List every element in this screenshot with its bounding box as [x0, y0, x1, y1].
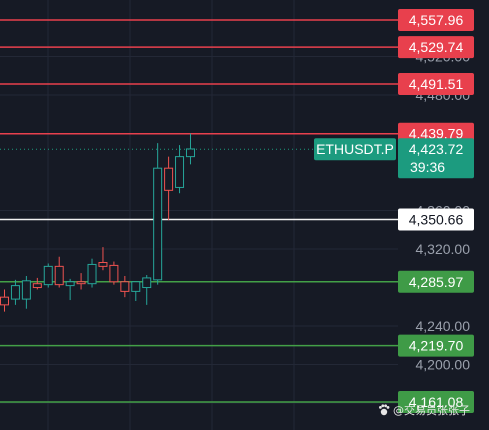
- price-level-tag: [398, 36, 474, 59]
- candle[interactable]: [120, 275, 130, 298]
- candle[interactable]: [153, 143, 163, 285]
- watermark-text: @交易员张张子: [393, 403, 470, 417]
- price-level-label: 4,350.66: [409, 212, 464, 228]
- candle[interactable]: [65, 278, 75, 301]
- candle-body: [54, 265, 64, 286]
- candle-body: [142, 277, 152, 289]
- candle[interactable]: [21, 275, 31, 309]
- candle-body: [43, 265, 53, 286]
- candle-body: [120, 281, 130, 292]
- countdown-label: 39:36: [410, 159, 445, 175]
- current-price: ETHUSDT.P 4,423.72 39:36: [0, 138, 474, 179]
- candle-body: [0, 296, 9, 306]
- symbol-tag: [314, 138, 396, 161]
- candle-body: [10, 285, 20, 300]
- price-level-label: 4,491.51: [409, 76, 464, 92]
- candle[interactable]: [131, 281, 141, 302]
- y-axis-tick-label: 4,240.00: [416, 318, 471, 334]
- price-level-label: 4,557.96: [409, 12, 464, 28]
- candle[interactable]: [10, 279, 20, 305]
- candle-body: [153, 167, 163, 281]
- candle[interactable]: [142, 275, 152, 305]
- price-level-label: 4,529.74: [409, 39, 464, 55]
- candle-body: [32, 283, 42, 289]
- price-level-tag: [398, 334, 474, 357]
- candle[interactable]: [0, 289, 9, 312]
- grid-lines: [0, 0, 398, 430]
- candle[interactable]: [32, 277, 42, 290]
- candle-body: [185, 148, 195, 158]
- price-level-label: 4,439.79: [409, 126, 464, 142]
- candle[interactable]: [54, 256, 64, 288]
- candle[interactable]: [109, 261, 119, 285]
- candle-body: [109, 264, 119, 283]
- candle-body: [87, 263, 97, 285]
- price-level-label: 4,285.97: [409, 274, 464, 290]
- candle[interactable]: [98, 247, 108, 271]
- current-price-label: 4,423.72: [409, 141, 464, 157]
- candle-body: [131, 281, 141, 292]
- candles[interactable]: [0, 133, 195, 312]
- candle-body: [21, 280, 31, 300]
- candle-body: [175, 156, 185, 188]
- candle[interactable]: [175, 145, 185, 194]
- candle[interactable]: [87, 258, 97, 288]
- price-level-label: 4,219.70: [409, 338, 464, 354]
- candle-body: [164, 167, 174, 191]
- price-level-tag: [398, 9, 474, 31]
- candle[interactable]: [76, 273, 86, 290]
- candle[interactable]: [185, 133, 195, 165]
- paw-icon: [379, 404, 390, 416]
- candle[interactable]: [43, 263, 53, 288]
- y-axis-tick-label: 4,200.00: [416, 357, 471, 373]
- current-price-tag: [398, 138, 474, 179]
- watermark: @交易员张张子: [379, 403, 470, 417]
- candle[interactable]: [164, 156, 174, 221]
- symbol-label: ETHUSDT.P: [316, 141, 394, 157]
- y-axis-tick-label: 4,320.00: [416, 241, 471, 257]
- candle-body: [65, 281, 75, 287]
- price-level-tag: [398, 391, 474, 413]
- price-level-tag: [398, 208, 474, 231]
- price-level-tag: [398, 270, 474, 293]
- price-level-label: 4,161.08: [409, 394, 464, 410]
- candle-body: [98, 262, 108, 267]
- candle-body: [76, 281, 86, 285]
- price-level-tag: [398, 72, 474, 95]
